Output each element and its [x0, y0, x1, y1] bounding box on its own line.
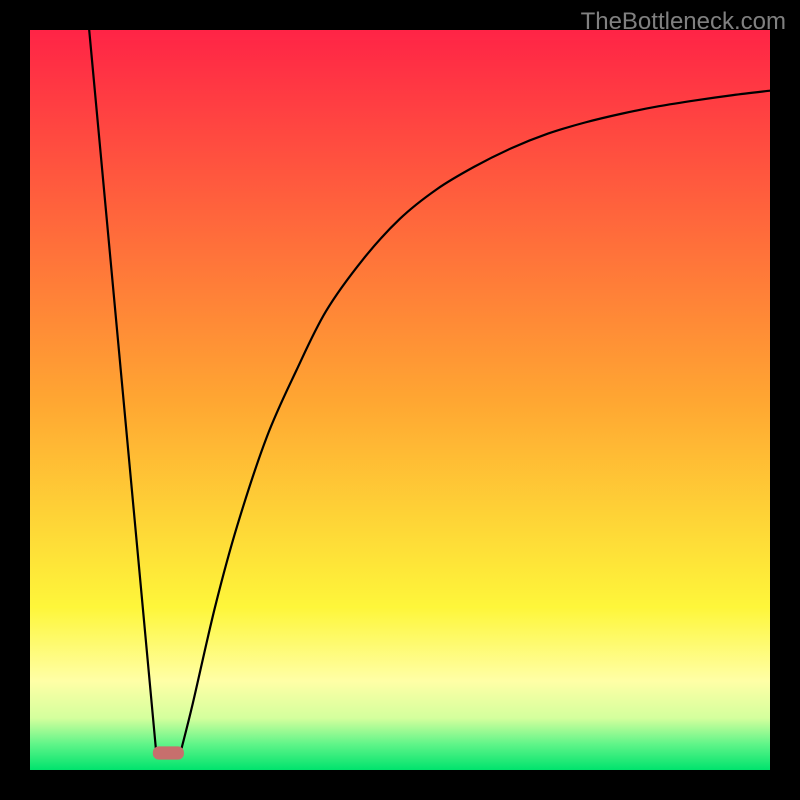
highlight-marker — [153, 746, 184, 759]
bottleneck-chart — [0, 0, 800, 800]
chart-gradient-background — [30, 30, 770, 770]
watermark-text: TheBottleneck.com — [581, 8, 786, 36]
